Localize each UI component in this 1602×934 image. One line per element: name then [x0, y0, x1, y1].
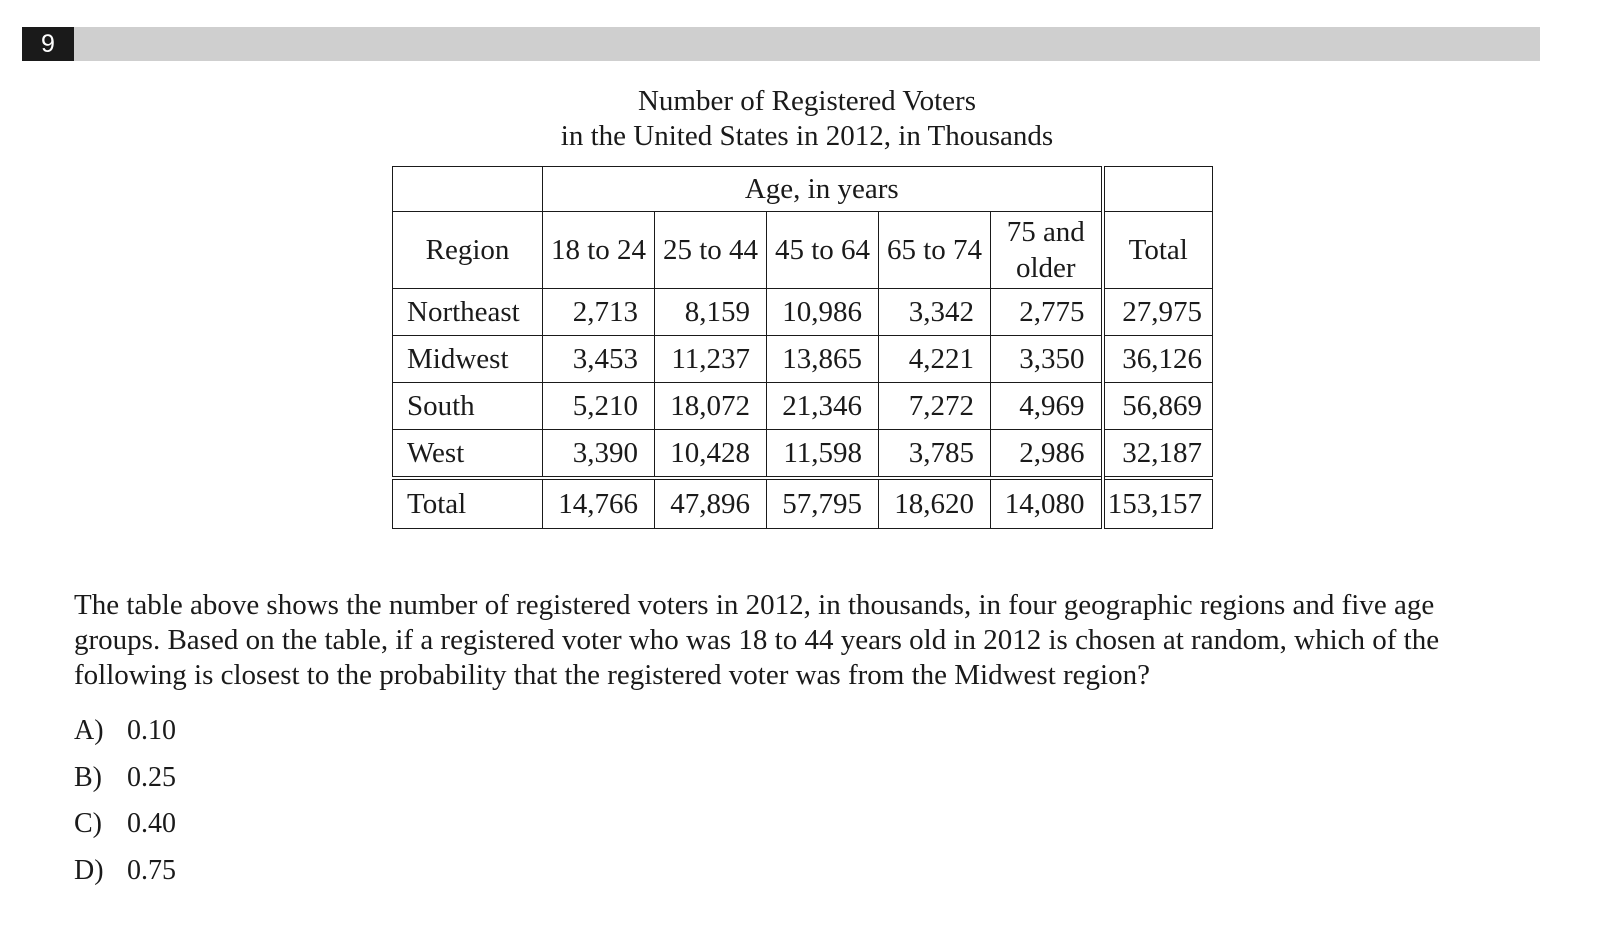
- question-text: The table above shows the number of regi…: [74, 589, 1440, 691]
- age-column-header: 45 to 64: [766, 211, 879, 289]
- table-cell: 4,221: [878, 335, 991, 383]
- table-cell: 18,072: [654, 382, 767, 430]
- table-title-line1: Number of Registered Voters: [637, 85, 976, 117]
- region-cell: West: [392, 429, 543, 479]
- table-header-row-2: Region 18 to 24 25 to 44 45 to 64 65 to …: [392, 211, 1213, 289]
- table-cell: 7,272: [878, 382, 991, 430]
- answer-choice-c[interactable]: C) 0.40: [74, 804, 176, 851]
- age-column-header: 25 to 44: [654, 211, 767, 289]
- blank-header-cell: [392, 166, 543, 212]
- choice-text: 0.25: [127, 761, 176, 793]
- table-cell: 10,428: [654, 429, 767, 479]
- table-cell: 2,775: [990, 288, 1103, 336]
- row-total-cell: 36,126: [1100, 335, 1213, 383]
- answer-choices: A) 0.10 B) 0.25 C) 0.40 D) 0.75: [74, 711, 176, 897]
- table-cell: 4,969: [990, 382, 1103, 430]
- answer-choice-a[interactable]: A) 0.10: [74, 711, 176, 758]
- age-column-header-line2: older: [1015, 252, 1076, 284]
- table-cell: 3,785: [878, 429, 991, 479]
- age-column-header-75-older: 75 and older: [990, 211, 1103, 289]
- age-column-header: 65 to 74: [878, 211, 991, 289]
- choice-text: 0.75: [127, 854, 176, 886]
- age-column-header-line1: 75 and: [1006, 216, 1085, 248]
- choice-letter: B): [74, 761, 102, 793]
- table-cell: 2,986: [990, 429, 1103, 479]
- table-cell: 8,159: [654, 288, 767, 336]
- table-cell: 3,390: [542, 429, 655, 479]
- age-group-header: Age, in years: [542, 166, 1103, 212]
- column-total-cell: 18,620: [878, 476, 991, 529]
- table-cell: 11,237: [654, 335, 767, 383]
- region-cell: Northeast: [392, 288, 543, 336]
- table-cell: 2,713: [542, 288, 655, 336]
- blank-total-header-cell: [1100, 166, 1213, 212]
- total-column-header: Total: [1100, 211, 1213, 289]
- table-cell: 11,598: [766, 429, 879, 479]
- region-cell: Midwest: [392, 335, 543, 383]
- table-cell: 21,346: [766, 382, 879, 430]
- question-number: 9: [22, 27, 74, 61]
- table-cell: 3,453: [542, 335, 655, 383]
- table-cell: 3,342: [878, 288, 991, 336]
- row-total-cell: 32,187: [1100, 429, 1213, 479]
- region-cell: Total: [392, 476, 543, 529]
- table-row-midwest: Midwest 3,453 11,237 13,865 4,221 3,350 …: [392, 335, 1213, 383]
- choice-letter: A): [74, 715, 104, 746]
- region-cell: South: [392, 382, 543, 430]
- table-header-row-1: Age, in years: [392, 166, 1213, 212]
- age-column-header: 18 to 24: [542, 211, 655, 289]
- grand-total-cell: 153,157: [1100, 476, 1213, 529]
- table-row-northeast: Northeast 2,713 8,159 10,986 3,342 2,775…: [392, 288, 1213, 336]
- column-total-cell: 14,766: [542, 476, 655, 529]
- column-total-cell: 57,795: [766, 476, 879, 529]
- table-cell: 5,210: [542, 382, 655, 430]
- registered-voters-table: Age, in years Region 18 to 24 25 to 44 4…: [392, 166, 1213, 529]
- answer-choice-b[interactable]: B) 0.25: [74, 758, 176, 805]
- column-total-cell: 47,896: [654, 476, 767, 529]
- choice-letter: C): [74, 808, 102, 839]
- table-cell: 13,865: [766, 335, 879, 383]
- table-title-line2: in the United States in 2012, in Thousan…: [560, 120, 1054, 152]
- question-header-bar: 9: [22, 27, 1540, 61]
- answer-choice-d[interactable]: D) 0.75: [74, 851, 176, 898]
- table-row-total: Total 14,766 47,896 57,795 18,620 14,080…: [392, 476, 1213, 529]
- region-header: Region: [392, 211, 543, 289]
- choice-letter: D): [74, 854, 104, 886]
- row-total-cell: 56,869: [1100, 382, 1213, 430]
- table-title: Number of Registered Voters in the Unite…: [392, 84, 1222, 154]
- choice-text: 0.40: [127, 808, 176, 839]
- row-total-cell: 27,975: [1100, 288, 1213, 336]
- choice-text: 0.10: [127, 715, 176, 746]
- table-cell: 10,986: [766, 288, 879, 336]
- table-row-west: West 3,390 10,428 11,598 3,785 2,986 32,…: [392, 429, 1213, 479]
- column-total-cell: 14,080: [990, 476, 1103, 529]
- table-row-south: South 5,210 18,072 21,346 7,272 4,969 56…: [392, 382, 1213, 430]
- table-cell: 3,350: [990, 335, 1103, 383]
